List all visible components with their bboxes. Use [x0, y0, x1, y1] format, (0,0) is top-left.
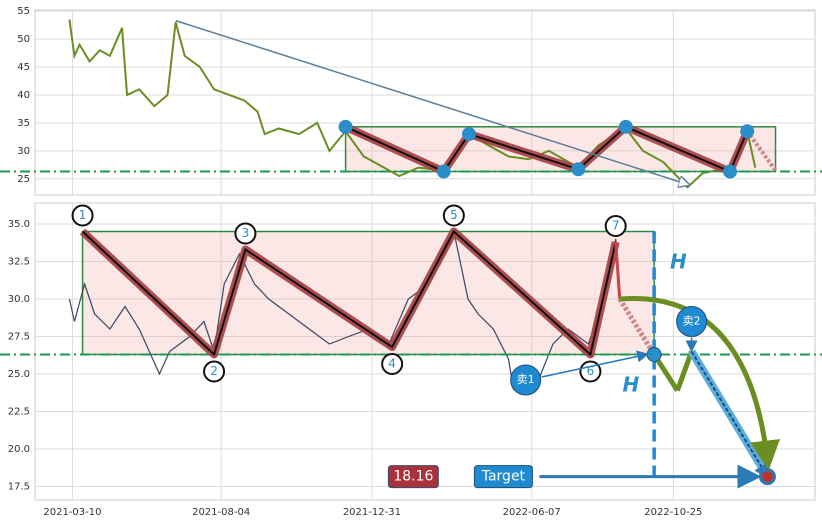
pivot-circle — [234, 222, 257, 245]
break-dot — [646, 347, 662, 362]
pivot-circle — [203, 360, 226, 383]
x-tick-label: 2021-03-10 — [43, 507, 101, 518]
y-tick-label: 35.0 — [8, 219, 30, 230]
target-label: Target — [481, 469, 526, 485]
green-curve-arrow — [619, 295, 781, 471]
x-tick-label: 2022-10-25 — [644, 507, 702, 518]
pivot-dot — [462, 127, 477, 142]
y-tick-label: 25.0 — [8, 369, 30, 380]
height-label: H — [623, 373, 640, 397]
pivot-label: 2 — [210, 364, 218, 378]
target-value-badge — [387, 465, 439, 489]
pivot-circle — [604, 215, 627, 237]
pivot-label: 4 — [388, 357, 396, 371]
sell-arrow — [541, 350, 650, 378]
pivot-circle — [442, 204, 465, 227]
projection-green — [675, 350, 694, 392]
y-tick-label: 17.5 — [8, 482, 30, 493]
y-tick-label: 27.5 — [8, 332, 30, 343]
sell-badge — [676, 306, 708, 337]
projection-drop — [614, 241, 622, 300]
pivot-label: 3 — [242, 226, 250, 240]
target-dot — [758, 468, 776, 486]
y-tick-label: 30 — [17, 146, 30, 157]
pivot-dot — [618, 119, 633, 134]
pivot-dot — [740, 124, 755, 139]
pivot-circle — [71, 204, 94, 227]
pivot-circle — [579, 360, 602, 383]
trend-arrow — [175, 19, 688, 185]
target-value: 18.16 — [393, 469, 433, 485]
pivot-dot — [436, 164, 451, 179]
pivot-label: 7 — [612, 219, 620, 233]
sell-badge — [510, 364, 542, 396]
y-tick-label: 20.0 — [8, 444, 30, 455]
pivot-dot — [723, 164, 738, 179]
y-tick-label: 50 — [17, 34, 30, 45]
plot-area — [34, 202, 816, 501]
pivot-label: 5 — [450, 208, 458, 222]
y-tick-label: 55 — [17, 6, 30, 17]
pivot-circle — [381, 353, 404, 375]
y-tick-label: 30.0 — [8, 294, 30, 305]
y-tick-label: 40 — [17, 90, 30, 101]
sell-label: 卖2 — [683, 315, 701, 328]
zigzag-tail — [745, 130, 778, 172]
sell-label: 卖1 — [517, 373, 535, 386]
x-tick-label: 2021-08-04 — [192, 507, 250, 518]
price-line — [68, 229, 621, 391]
pivot-dot — [571, 162, 586, 177]
y-tick-label: 22.5 — [8, 407, 30, 418]
y-tick-label: 32.5 — [8, 257, 30, 268]
zigzag-line — [81, 229, 617, 357]
height-label: H — [670, 250, 687, 274]
y-tick-label: 45 — [17, 62, 30, 73]
y-tick-label: 35 — [17, 118, 30, 129]
x-tick-label: 2021-12-31 — [343, 507, 401, 518]
target-badge — [473, 465, 533, 489]
pivot-dot — [338, 119, 353, 134]
pivot-label: 6 — [587, 364, 595, 378]
pivot-label: 1 — [79, 208, 87, 222]
x-tick-label: 2022-06-07 — [503, 507, 561, 518]
projection-dash — [617, 297, 657, 356]
y-tick-label: 25 — [17, 174, 30, 185]
